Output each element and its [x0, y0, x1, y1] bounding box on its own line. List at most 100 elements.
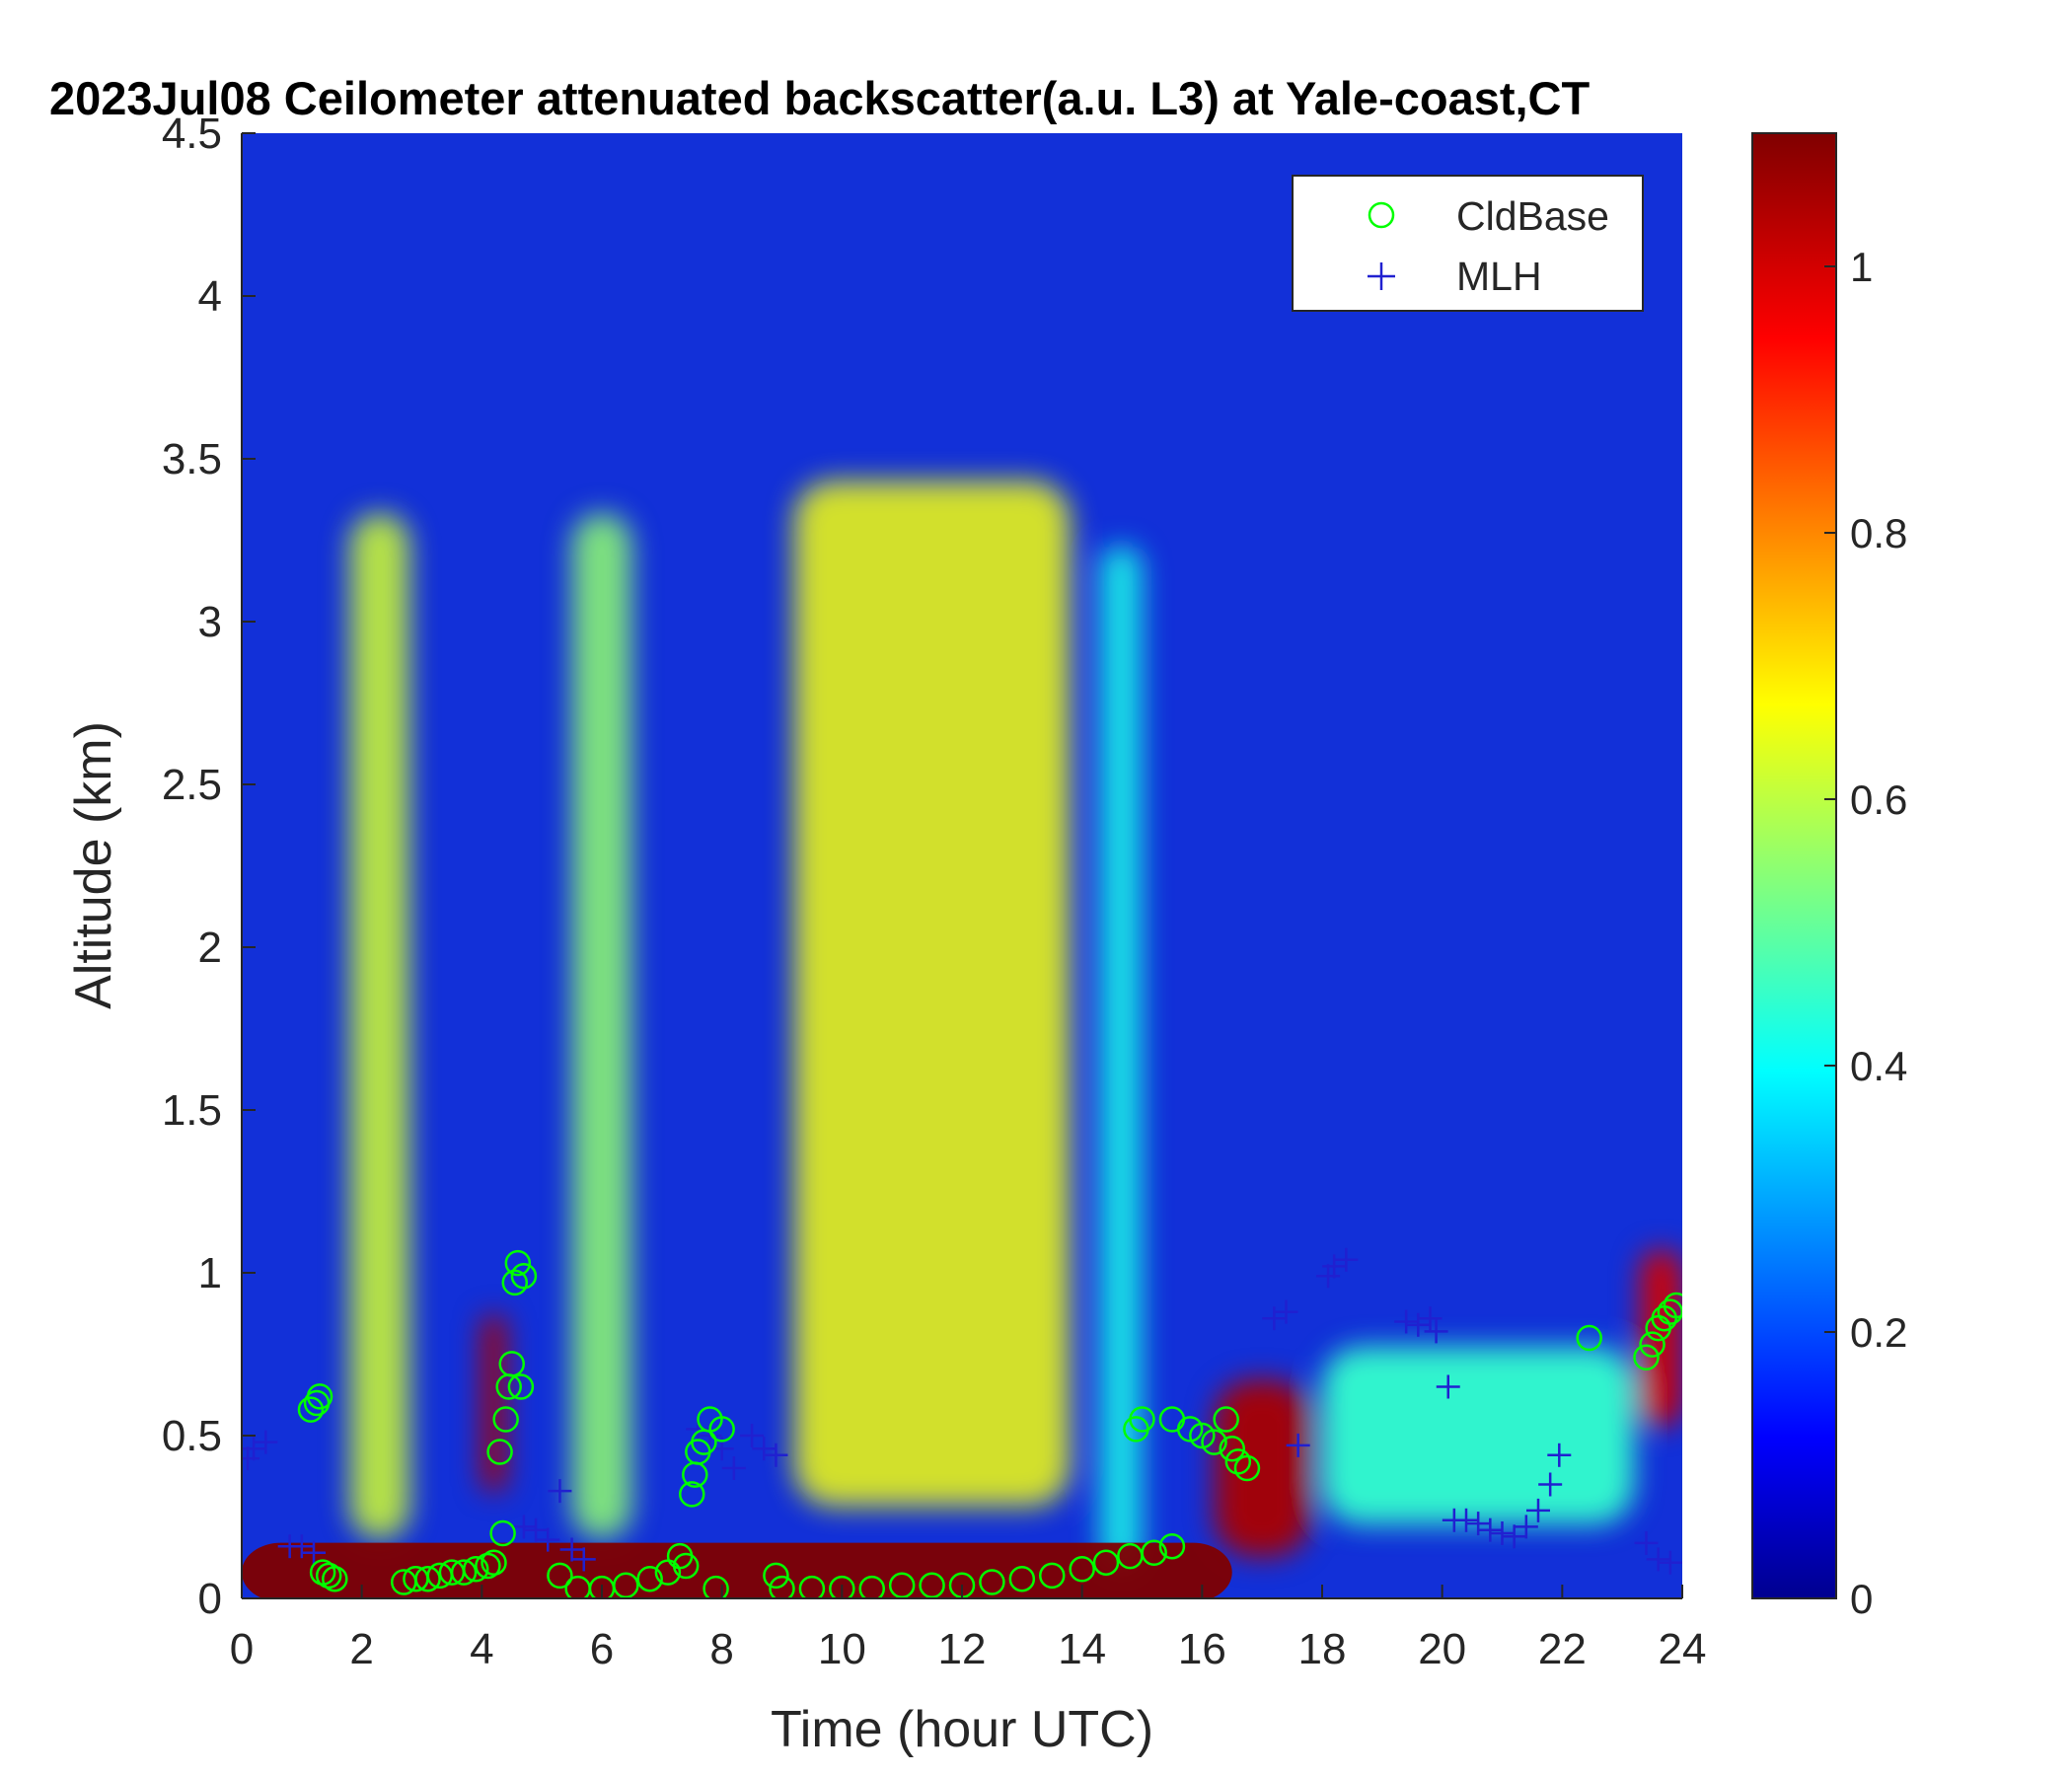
y-tick-label: 4	[198, 272, 222, 321]
mlh-point	[536, 1527, 560, 1552]
y-tick-label: 4.5	[162, 110, 222, 158]
mlh-point	[1646, 1547, 1670, 1572]
y-tick-label: 3	[198, 598, 222, 646]
legend-cldbase-label: CldBase	[1456, 193, 1609, 239]
cldbase-point	[1639, 1331, 1665, 1358]
mlh-point	[1424, 1319, 1448, 1344]
field-feature	[242, 1542, 1232, 1598]
cldbase-point	[829, 1575, 855, 1598]
cldbase-point	[1224, 1448, 1252, 1475]
field-feature	[793, 481, 1071, 1507]
cldbase-point	[1141, 1539, 1167, 1567]
x-tick-label: 8	[709, 1625, 733, 1673]
field-feature	[481, 1314, 506, 1492]
mlh-point	[242, 1446, 260, 1471]
cldbase-point	[475, 1552, 501, 1580]
mlh-point	[571, 1547, 596, 1572]
y-tick-label: 2.5	[162, 761, 222, 809]
cldbase-point	[322, 1565, 348, 1592]
colorbar-tick-label: 0.4	[1850, 1043, 1907, 1089]
x-tick-label: 16	[1178, 1625, 1226, 1673]
cldbase-point	[888, 1572, 916, 1598]
mlh-point	[721, 1456, 746, 1480]
mlh-point	[254, 1430, 278, 1454]
field-feature	[349, 513, 410, 1539]
legend-mlh-marker	[1368, 262, 1395, 290]
cldbase-point	[1189, 1422, 1216, 1449]
x-tick-label: 24	[1659, 1625, 1707, 1673]
cldbase-point	[679, 1481, 705, 1508]
mlh-point	[1538, 1472, 1563, 1497]
mlh-point	[1490, 1521, 1515, 1545]
mlh-point	[1262, 1306, 1287, 1331]
mlh-point	[764, 1443, 788, 1467]
mlh-point	[740, 1424, 765, 1447]
mlh-point	[1454, 1508, 1478, 1532]
mlh-point	[1526, 1498, 1550, 1522]
mlh-point	[1406, 1312, 1431, 1337]
mlh-point	[1418, 1306, 1443, 1331]
mlh-point	[1436, 1374, 1460, 1399]
cldbase-point	[763, 1562, 789, 1590]
cldbase-point	[1213, 1406, 1239, 1433]
cldbase-point	[498, 1351, 525, 1377]
x-tick-label: 4	[470, 1625, 493, 1673]
cldbase-point	[1201, 1429, 1227, 1455]
legend-cldbase-marker	[1368, 201, 1395, 229]
x-tick-label: 6	[590, 1625, 614, 1673]
cldbase-point	[1092, 1549, 1120, 1576]
mlh-point	[1658, 1550, 1682, 1575]
cldbase-point	[1129, 1406, 1155, 1433]
x-tick-label: 0	[230, 1625, 254, 1673]
mlh-point	[1286, 1433, 1310, 1457]
cldbase-point	[492, 1406, 519, 1433]
cldbase-point	[315, 1562, 342, 1590]
y-tick-label: 1.5	[162, 1086, 222, 1135]
x-tick-label: 22	[1538, 1625, 1587, 1673]
mlh-point	[1274, 1299, 1298, 1324]
backscatter-field	[242, 481, 1682, 1598]
x-tick-label: 2	[349, 1625, 373, 1673]
cldbase-point	[1069, 1556, 1095, 1583]
chart-title: 2023Jul08 Ceilometer attenuated backscat…	[49, 72, 1591, 124]
cldbase-point	[769, 1575, 795, 1598]
cldbase-point	[1633, 1344, 1660, 1371]
cldbase-point	[504, 1249, 532, 1277]
mlh-point	[559, 1537, 584, 1562]
cldbase-point	[1663, 1292, 1682, 1319]
colorbar: 0 0.2 0.4 0.6 0.8 1	[1751, 132, 1907, 1622]
y-tick-label: 1	[198, 1249, 222, 1297]
y-tick-label: 3.5	[162, 435, 222, 483]
mlh-point	[289, 1534, 314, 1559]
mlh-point	[1322, 1254, 1347, 1279]
axes: 0 2 4 6 8 10 12 14 16 18 20 22 2400.511.522.533.544.…	[162, 110, 1707, 1673]
x-tick-label: 12	[938, 1625, 987, 1673]
cldbase-point	[672, 1552, 700, 1580]
y-axis-label: Altitude (km)	[65, 721, 122, 1009]
cldbase-point	[450, 1559, 478, 1586]
cldbase-point	[798, 1575, 826, 1598]
mlh-point	[302, 1540, 326, 1565]
cldbase-point	[309, 1559, 336, 1586]
cldbase-point	[507, 1373, 535, 1400]
y-tick-label: 0	[198, 1575, 222, 1623]
x-tick-label: 20	[1418, 1625, 1466, 1673]
cldbase-point	[1576, 1324, 1602, 1352]
x-tick-label: 18	[1298, 1625, 1347, 1673]
cldbase-point	[501, 1269, 529, 1296]
mlh-point	[1334, 1247, 1359, 1272]
cldbase-point	[636, 1565, 663, 1592]
legend: CldBase MLH	[1292, 175, 1644, 312]
colorbar-tick-label: 0.8	[1850, 510, 1907, 556]
plot-area	[242, 133, 1682, 1598]
cldbase-point	[703, 1575, 729, 1598]
colorbar-tick-label: 0.6	[1850, 777, 1907, 823]
cldbase-point	[979, 1569, 1005, 1595]
cldbase-point	[1219, 1435, 1245, 1462]
cldbase-point	[919, 1572, 945, 1598]
field-feature	[571, 513, 632, 1539]
colorbar-tick-label: 1	[1850, 244, 1873, 290]
cldbase-point	[510, 1263, 538, 1290]
field-feature	[1322, 1347, 1635, 1524]
